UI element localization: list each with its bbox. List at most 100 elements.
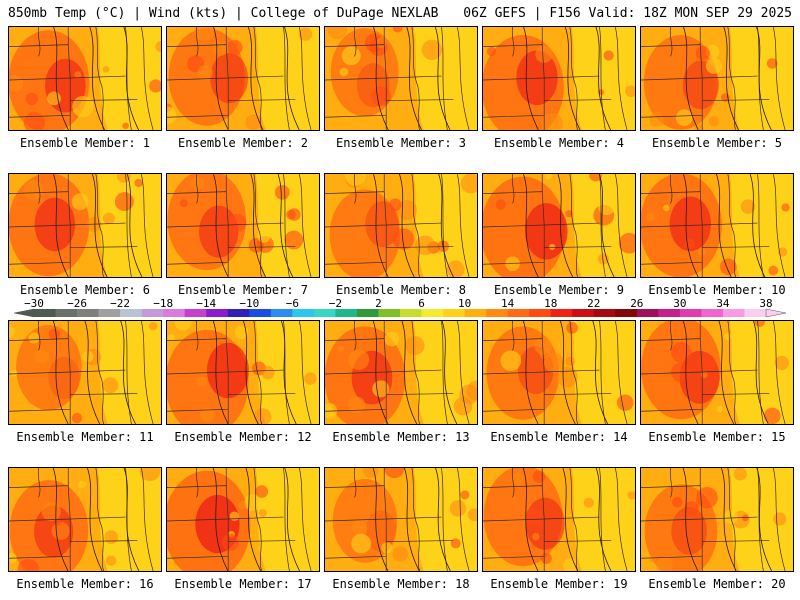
temperature-colorbar: −30 −26 −22 −18 −14 −10 −6 −2 2 6 10 14 18 22 26 30 34 38…: [14, 297, 786, 321]
member-label: Ensemble Member: 6: [19, 283, 151, 297]
member-label: Ensemble Member: 8: [335, 283, 467, 297]
colorbar-tick-label: −14: [196, 297, 216, 310]
temperature-field-map: [641, 27, 793, 130]
member-map-panel: [482, 467, 636, 572]
member-map-panel: [166, 467, 320, 572]
temperature-field-map: [325, 27, 477, 130]
member-label: Ensemble Member: 20: [648, 577, 786, 591]
member-map-panel: [482, 320, 636, 425]
temperature-field-map: [9, 174, 161, 277]
temperature-field-map: [167, 321, 319, 424]
member-map-panel: [324, 173, 478, 278]
member-map-panel: [166, 173, 320, 278]
colorbar-swatch: [120, 309, 142, 317]
member-map-panel: [166, 320, 320, 425]
colorbar-swatch: [378, 309, 401, 317]
temperature-field-map: [9, 27, 161, 130]
colorbar-swatch: [292, 309, 315, 317]
colorbar-swatch: [141, 309, 164, 317]
colorbar-tick-label: 18: [544, 297, 557, 310]
member-map-panel: [324, 467, 478, 572]
colorbar-high-arrow: [765, 308, 786, 318]
temperature-field-map: [483, 468, 635, 571]
member-map-panel: [482, 26, 636, 131]
colorbar-swatch: [98, 309, 121, 317]
member-label: Ensemble Member: 15: [648, 430, 786, 444]
temperature-field-map: [9, 468, 161, 571]
member-map-panel: [8, 467, 162, 572]
colorbar-tick-label: 30: [673, 297, 686, 310]
colorbar-swatch: [615, 309, 638, 317]
colorbar-tick-label: 10: [458, 297, 471, 310]
member-label: Ensemble Member: 4: [493, 136, 625, 150]
member-label: Ensemble Member: 18: [332, 577, 470, 591]
temperature-field-map: [167, 27, 319, 130]
member-label: Ensemble Member: 17: [174, 577, 312, 591]
temperature-field-map: [167, 468, 319, 571]
colorbar-low-arrow: [14, 308, 35, 318]
member-map-panel: [640, 26, 794, 131]
colorbar-swatch: [335, 309, 358, 317]
colorbar-swatch: [744, 309, 767, 317]
colorbar-swatch: [486, 309, 508, 317]
colorbar-swatch: [400, 309, 422, 317]
temperature-field-map: [325, 468, 477, 571]
colorbar-swatch: [464, 309, 487, 317]
colorbar-swatch: [701, 309, 724, 317]
temperature-field-map: [167, 174, 319, 277]
member-label: Ensemble Member: 13: [332, 430, 470, 444]
colorbar-tick-label: 34: [716, 297, 730, 310]
colorbar-tick-label: 26: [630, 297, 643, 310]
temperature-field-map: [325, 174, 477, 277]
colorbar-swatch: [270, 309, 293, 317]
colorbar-tick-label: −30: [24, 297, 44, 310]
temperature-field-map: [325, 321, 477, 424]
colorbar-swatch: [507, 309, 530, 317]
member-map-panel: [8, 173, 162, 278]
colorbar-tick-label: 6: [418, 297, 425, 310]
temperature-field-map: [641, 174, 793, 277]
colorbar-swatch: [249, 309, 272, 317]
member-map-panel: [640, 467, 794, 572]
colorbar-tick-label: −10: [239, 297, 259, 310]
temperature-field-map: [9, 321, 161, 424]
member-label: Ensemble Member: 2: [177, 136, 309, 150]
member-map-panel: [324, 320, 478, 425]
member-map-panel: [8, 320, 162, 425]
colorbar-tick-label: 14: [501, 297, 515, 310]
colorbar-swatch: [722, 309, 745, 317]
colorbar-tick-label: 2: [375, 297, 382, 310]
colorbar-swatch: [421, 309, 444, 317]
colorbar-graphic: −30 −26 −22 −18 −14 −10 −6 −2 2 6 10 14 18 22 26 30 34 38…: [14, 297, 786, 318]
temperature-field-map: [483, 27, 635, 130]
colorbar-tick-label: −26: [67, 297, 87, 310]
member-map-panel: [324, 26, 478, 131]
colorbar-swatch: [163, 309, 186, 317]
temperature-field-map: [641, 468, 793, 571]
member-map-panel: [482, 173, 636, 278]
colorbar-swatch: [77, 309, 99, 317]
colorbar-swatch: [313, 309, 336, 317]
member-label: Ensemble Member: 12: [174, 430, 312, 444]
member-map-panel: [166, 26, 320, 131]
colorbar-tick-label: 22: [587, 297, 600, 310]
colorbar-swatch: [550, 309, 573, 317]
colorbar-swatch: [636, 309, 659, 317]
temperature-field-map: [641, 321, 793, 424]
member-label: Ensemble Member: 19: [490, 577, 628, 591]
member-label: Ensemble Member: 16: [16, 577, 154, 591]
colorbar-swatch: [184, 309, 207, 317]
colorbar-tick-label: −6: [286, 297, 299, 310]
member-label: Ensemble Member: 5: [651, 136, 783, 150]
colorbar-swatch: [227, 309, 250, 317]
member-map-panel: [640, 173, 794, 278]
member-label: Ensemble Member: 9: [493, 283, 625, 297]
temperature-field-map: [483, 174, 635, 277]
colorbar-tick-label: −2: [329, 297, 342, 310]
colorbar-swatch: [356, 309, 379, 317]
colorbar-swatch: [529, 309, 552, 317]
member-label: Ensemble Member: 10: [648, 283, 786, 297]
colorbar-swatch: [679, 309, 702, 317]
colorbar-swatch: [34, 309, 56, 317]
colorbar-swatch: [443, 309, 465, 317]
